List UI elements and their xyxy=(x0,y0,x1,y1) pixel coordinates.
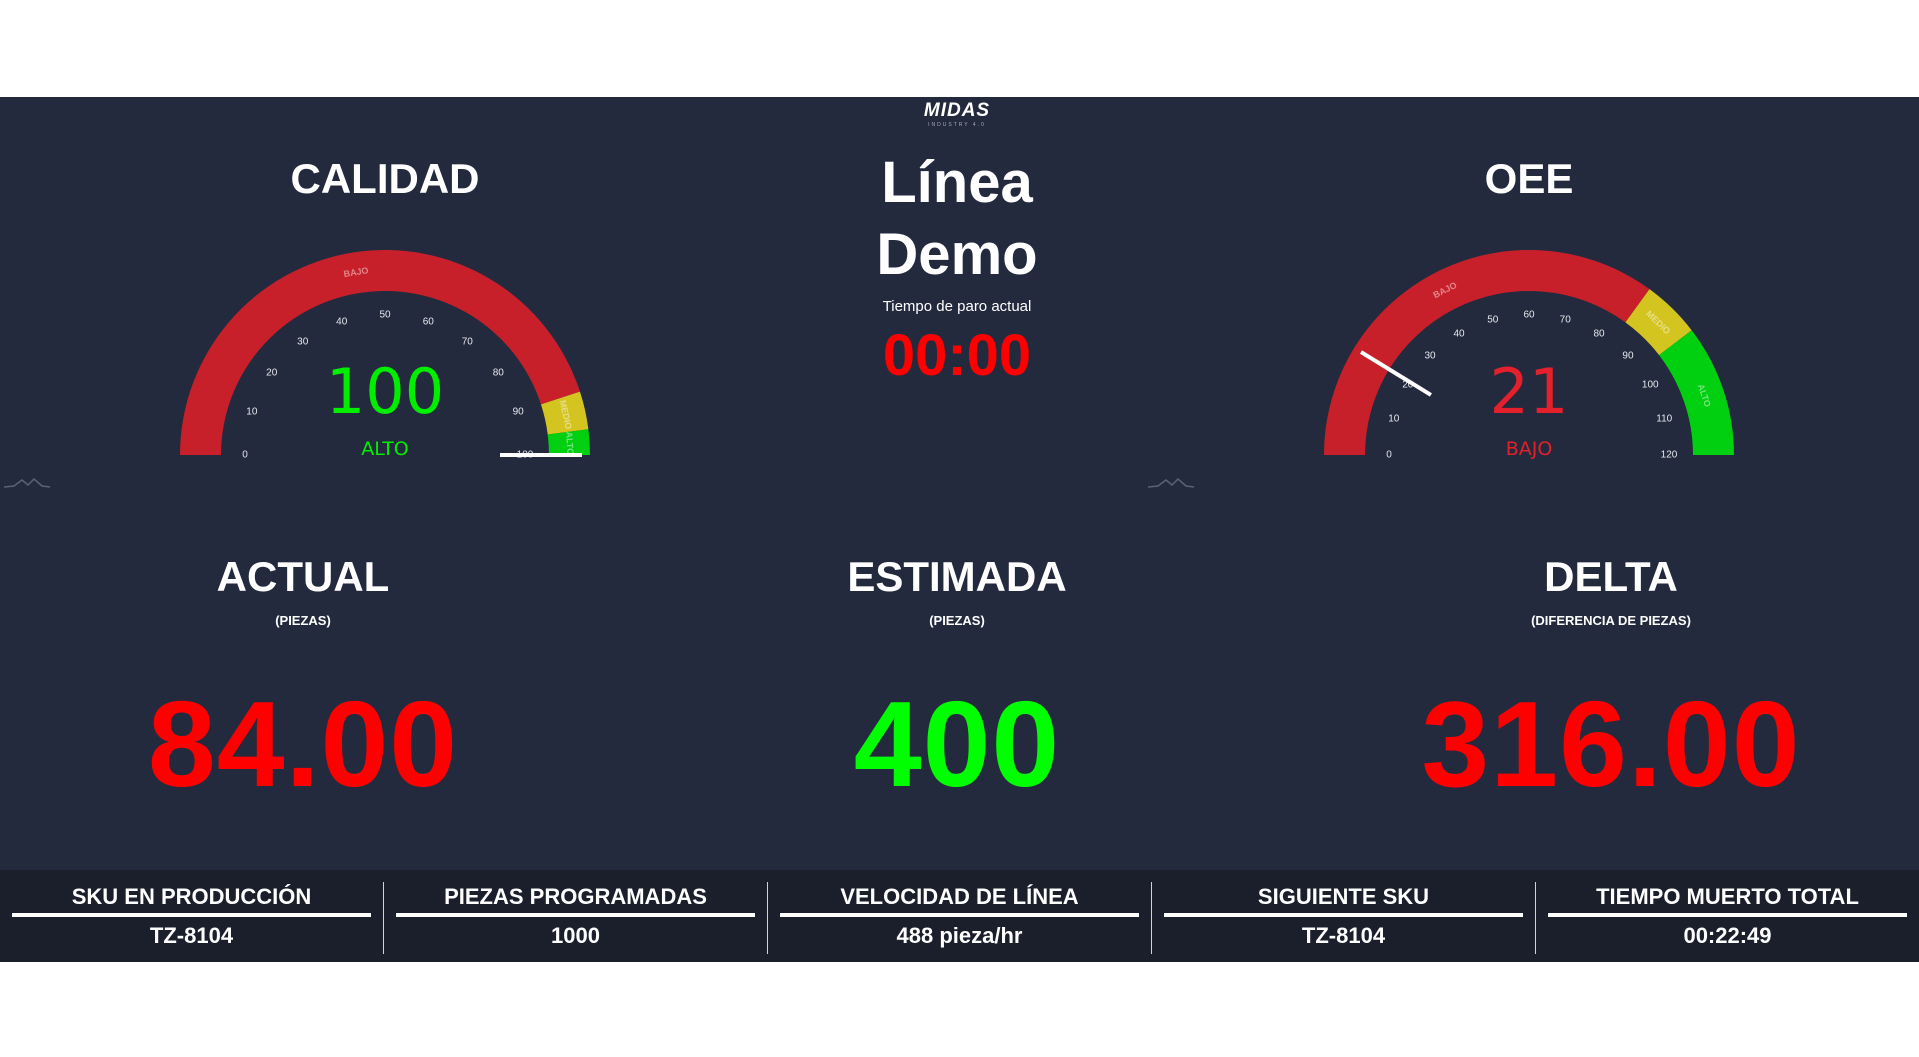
gauge-band-medio xyxy=(1625,289,1692,356)
line-name: Línea Demo xyxy=(876,150,1038,287)
gauge-tick-label: 20 xyxy=(266,367,278,378)
gauge-tick-label: 50 xyxy=(379,310,391,321)
gauge-tick-label: 100 xyxy=(1642,380,1659,391)
gauge-tick-label: 90 xyxy=(513,406,525,417)
gauge-tick-label: 120 xyxy=(1661,450,1678,461)
gauge-value: 21 xyxy=(1490,355,1569,428)
gauge-tick-label: 40 xyxy=(1453,328,1465,339)
gauge-band-alto xyxy=(1659,330,1734,455)
gauge-tick-label: 90 xyxy=(1622,351,1634,362)
gauge-tick-label: 70 xyxy=(462,336,474,347)
gauge-tick-label: 10 xyxy=(246,406,258,417)
gauge-band-bajo xyxy=(1324,250,1650,455)
stat-sku: SKU EN PRODUCCIÓN TZ-8104 xyxy=(0,870,383,962)
stat-siguiente-sku: SIGUIENTE SKU TZ-8104 xyxy=(1151,882,1535,954)
gauge-band-label: BAJO xyxy=(343,265,369,279)
gauge-band-bajo xyxy=(180,250,580,455)
gauge-needle xyxy=(1359,350,1432,397)
gauge-tick-label: 80 xyxy=(1593,328,1605,339)
gauge-tick-label: 40 xyxy=(336,316,348,327)
gauge-tick-label: 20 xyxy=(1402,380,1414,391)
gauge-tick-label: 60 xyxy=(423,316,435,327)
gauge-tick-label: 60 xyxy=(1523,310,1535,321)
downtime-value: 00:00 xyxy=(882,323,1032,388)
stat-piezas-programadas: PIEZAS PROGRAMADAS 1000 xyxy=(383,882,767,954)
gauge-value: 100 xyxy=(326,355,444,428)
sparkline-icon xyxy=(1148,477,1194,488)
gauge-tick-label: 70 xyxy=(1560,314,1572,325)
downtime-label: Tiempo de paro actual xyxy=(882,298,1032,315)
sparkline-icon xyxy=(4,477,50,488)
gauge-tick-label: 110 xyxy=(1656,413,1672,424)
gauge-tick-label: 0 xyxy=(242,450,248,461)
dashboard: MIDAS INDUSTRY 4.0 CALIDAD OEE BAJO MEDIO… xyxy=(0,97,1919,962)
gauge-tick-label: 30 xyxy=(1424,351,1436,362)
gauge-title-oee: OEE xyxy=(1484,155,1574,202)
gauge-band-label: ALTO xyxy=(564,431,575,455)
gauge-status: ALTO xyxy=(361,438,409,460)
gauge-tick-label: 50 xyxy=(1487,314,1499,325)
gauge-title-calidad: CALIDAD xyxy=(290,155,480,202)
gauge-band-medio xyxy=(540,391,589,435)
footer-stats: SKU EN PRODUCCIÓN TZ-8104 PIEZAS PROGRAMA… xyxy=(0,870,1919,962)
gauge-tick-label: 10 xyxy=(1388,413,1400,424)
gauge-status: BAJO xyxy=(1506,438,1553,460)
stat-tiempo-muerto: TIEMPO MUERTO TOTAL 00:22:49 xyxy=(1535,882,1919,954)
calidad-gauge: BAJOMEDIOALTO0102030405060708090100100AL… xyxy=(180,250,590,461)
gauge-band-alto xyxy=(547,429,590,455)
midas-logo: MIDAS INDUSTRY 4.0 xyxy=(923,100,991,128)
stat-velocidad: VELOCIDAD DE LÍNEA 488 pieza/hr xyxy=(767,882,1151,954)
gauge-tick-label: 80 xyxy=(493,367,505,378)
gauge-tick-label: 0 xyxy=(1386,450,1392,461)
gauge-tick-label: 30 xyxy=(297,336,309,347)
